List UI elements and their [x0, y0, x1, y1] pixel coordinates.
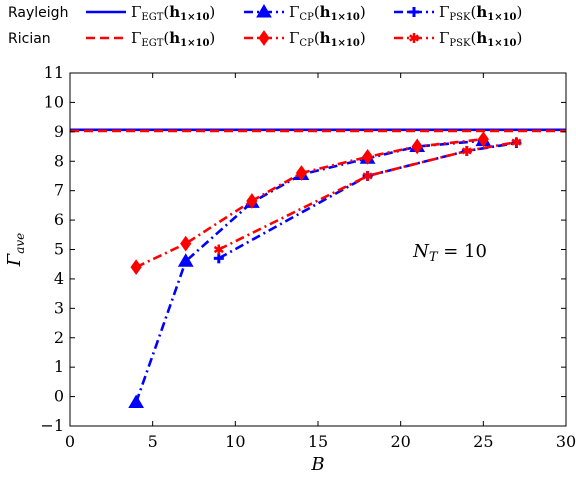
series-rayleigh-1	[128, 132, 492, 408]
y-tick-label: 1	[54, 357, 64, 376]
y-tick-label: 3	[54, 298, 64, 317]
series-rician-4	[130, 131, 489, 276]
y-tick-label: 4	[54, 269, 64, 288]
x-tick-label: 0	[65, 432, 75, 451]
x-tick-label: 15	[308, 432, 328, 451]
legend-label: ΓEGT(h1×10)	[131, 29, 215, 49]
legend-group-rician: Rician	[8, 31, 51, 47]
marker-stroke	[511, 138, 522, 146]
marker-stroke	[409, 34, 419, 42]
data-point	[246, 193, 258, 209]
legend-entry: ΓCP(h1×10)	[244, 3, 366, 23]
data-point	[461, 145, 472, 156]
legend-swatch-marker	[409, 33, 419, 43]
annotation-nt: NT = 10	[412, 241, 487, 265]
legend-label: ΓPSK(h1×10)	[439, 29, 522, 49]
legend-entry: ΓCP(h1×10)	[244, 29, 366, 49]
x-axis-label: B	[310, 454, 324, 475]
y-tick-label: 2	[54, 328, 64, 347]
legend-swatch-marker	[258, 30, 270, 46]
legend-entry: ΓPSK(h1×10)	[394, 3, 522, 23]
y-tick-label: 7	[54, 181, 64, 200]
y-tick-label: 6	[54, 210, 64, 229]
y-tick-label: 5	[54, 240, 64, 259]
data-point	[177, 253, 194, 267]
x-tick-label: 10	[225, 432, 245, 451]
data-point	[511, 137, 522, 148]
y-tick-label: 8	[54, 151, 64, 170]
legend-swatch-marker	[409, 7, 419, 17]
x-tick-label: 30	[556, 432, 576, 451]
data-point	[213, 253, 224, 264]
y-tick-label: 0	[54, 387, 64, 406]
legend-label: ΓPSK(h1×10)	[439, 3, 522, 23]
y-tick-label: 9	[54, 122, 64, 141]
legend: Rayleigh ΓEGT(h1×10) ΓCP(h1×10) ΓPSK(h1×10)…	[8, 3, 522, 49]
x-tick-label: 5	[148, 432, 158, 451]
legend-swatch-marker	[256, 4, 272, 18]
y-tick-label: 11	[44, 63, 64, 82]
legend-group-rayleigh: Rayleigh	[8, 5, 68, 21]
y-tick-label: −1	[40, 416, 64, 435]
plot-marks	[70, 128, 566, 408]
x-tick-label: 25	[473, 432, 493, 451]
marker-stroke	[213, 245, 224, 254]
series-rician-5	[213, 137, 522, 255]
data-point	[361, 148, 374, 165]
data-point	[128, 394, 145, 408]
data-point	[362, 170, 373, 181]
data-point	[130, 259, 142, 276]
data-point	[213, 244, 224, 255]
legend-entry: ΓEGT(h1×10)	[86, 3, 215, 23]
marker-stroke	[461, 147, 472, 155]
legend-entry: ΓPSK(h1×10)	[394, 29, 522, 49]
y-axis-label: Γave	[4, 233, 27, 268]
legend-entry: ΓEGT(h1×10)	[86, 29, 215, 49]
series-line	[134, 139, 484, 403]
x-tick-label: 20	[390, 432, 410, 451]
data-point	[411, 138, 423, 155]
legend-label: ΓCP(h1×10)	[289, 3, 366, 23]
data-point	[477, 131, 489, 148]
plot-frame	[69, 72, 567, 427]
y-tick-label: 10	[44, 92, 64, 111]
legend-label: ΓEGT(h1×10)	[131, 3, 215, 23]
legend-label: ΓCP(h1×10)	[289, 29, 366, 49]
data-point	[295, 165, 308, 181]
data-point	[180, 235, 192, 252]
marker-stroke	[362, 172, 373, 180]
series-line	[218, 140, 517, 251]
